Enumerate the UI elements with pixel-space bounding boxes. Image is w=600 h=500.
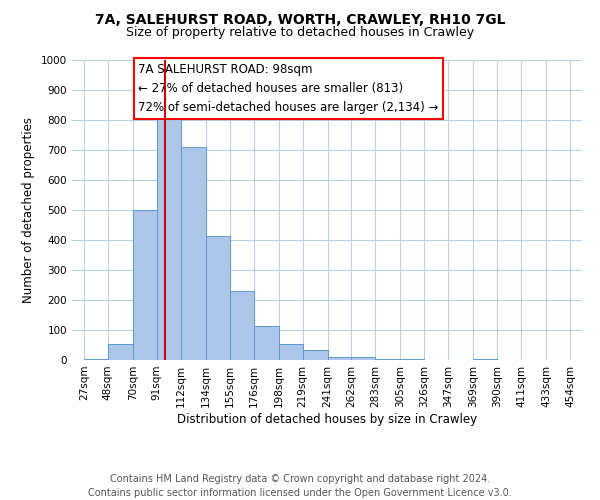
Bar: [254, 326, 278, 360]
Bar: [157, 114, 181, 360]
Bar: [230, 291, 254, 360]
Text: 7A SALEHURST ROAD: 98sqm
← 27% of detached houses are smaller (813)
72% of semi-: 7A SALEHURST ROAD: 98sqm ← 27% of detach…: [139, 63, 439, 114]
Bar: [328, 357, 352, 360]
Bar: [108, 344, 133, 360]
Bar: [133, 210, 157, 360]
Bar: [84, 358, 108, 360]
Bar: [278, 344, 302, 360]
Text: Contains HM Land Registry data © Crown copyright and database right 2024.
Contai: Contains HM Land Registry data © Crown c…: [88, 474, 512, 498]
Bar: [302, 350, 328, 360]
Text: 7A, SALEHURST ROAD, WORTH, CRAWLEY, RH10 7GL: 7A, SALEHURST ROAD, WORTH, CRAWLEY, RH10…: [95, 12, 505, 26]
Y-axis label: Number of detached properties: Number of detached properties: [22, 117, 35, 303]
Bar: [181, 147, 206, 360]
Bar: [206, 236, 230, 360]
X-axis label: Distribution of detached houses by size in Crawley: Distribution of detached houses by size …: [177, 412, 477, 426]
Bar: [352, 357, 376, 360]
Text: Size of property relative to detached houses in Crawley: Size of property relative to detached ho…: [126, 26, 474, 39]
